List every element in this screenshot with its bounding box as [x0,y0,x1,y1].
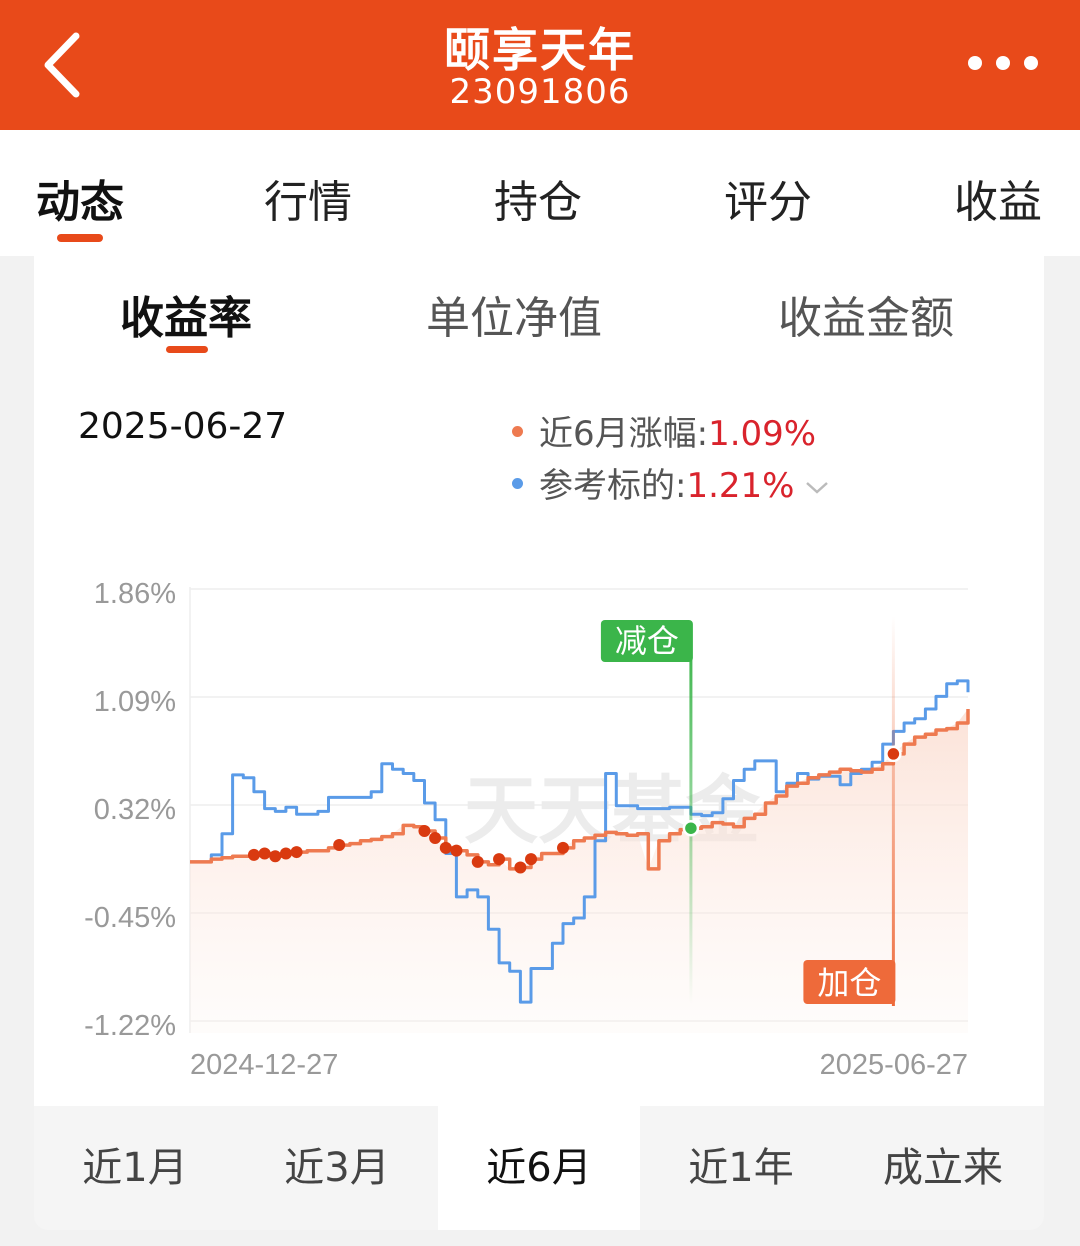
y-tick-label: -1.22% [84,1010,176,1042]
tab-returns[interactable]: 收益 [954,177,1042,228]
y-tick-label: -0.45% [84,902,176,934]
chevron-down-icon[interactable] [804,480,830,496]
subtab-return-rate[interactable]: 收益率 [120,293,252,344]
trade-dot [290,846,303,859]
page-subtitle: 23091806 [449,72,631,112]
x-start-label: 2024-12-27 [190,1049,338,1081]
app-header: 颐享天年 23091806 [0,0,1080,130]
trade-dot [471,855,484,868]
trade-dot [514,861,527,874]
add-marker-label: 加仓 [817,964,881,1002]
y-tick-label: 1.86% [94,578,176,610]
page-title: 颐享天年 [444,23,636,77]
reduce-marker-dot [682,819,700,837]
legend-fund-value: 1.09% [708,414,817,454]
trade-dot [429,832,442,845]
subtab-unit-nav[interactable]: 单位净值 [426,293,602,344]
trade-dot [525,853,538,866]
range-3m[interactable]: 近3月 [284,1145,390,1191]
trade-dot [450,844,463,857]
active-tab-indicator [57,234,103,242]
range-1y[interactable]: 近1年 [688,1145,794,1191]
back-arrow-icon[interactable] [36,30,96,100]
tab-dynamics[interactable]: 动态 [36,177,124,228]
benchmark-dot-icon [512,478,523,489]
legend-fund: 近6月涨幅:1.09% [512,406,816,455]
selected-date: 2025-06-27 [78,406,288,447]
returns-card: 收益率 单位净值 收益金额 2025-06-27 近6月涨幅:1.09% 参考标… [34,256,1044,1106]
range-1m[interactable]: 近1月 [82,1145,188,1191]
legend-fund-label: 近6月涨幅: [539,414,709,454]
tab-rating[interactable]: 评分 [724,177,812,228]
benchmark-line [190,679,970,1004]
y-tick-label: 0.32% [94,794,176,826]
fund-area [190,709,968,1033]
trade-dot [493,853,506,866]
trade-dot [333,839,346,852]
trade-dot [247,848,260,861]
trade-dot [279,847,292,860]
trade-dot [418,825,431,838]
legend-benchmark-value: 1.21% [686,466,795,506]
x-end-label: 2025-06-27 [820,1049,968,1081]
trade-dot [258,847,271,860]
add-marker-badge [803,960,896,1004]
active-subtab-indicator [166,346,208,353]
trade-dot [557,841,570,854]
add-marker-dot [885,745,902,763]
reduce-marker-badge [600,620,693,662]
fund-dot-icon [512,426,523,437]
tab-holdings[interactable]: 持仓 [494,177,582,228]
reduce-marker-label: 减仓 [615,622,679,660]
more-icon[interactable] [966,40,1040,86]
legend-benchmark[interactable]: 参考标的:1.21% [512,458,830,507]
y-tick-label: 1.09% [94,686,176,718]
subtab-return-amount[interactable]: 收益金额 [778,293,954,344]
range-tab-bar: 近1月 近3月 近6月 近1年 成立来 [34,1106,1044,1230]
range-since-inception[interactable]: 成立来 [883,1145,1003,1191]
tab-market[interactable]: 行情 [264,177,352,228]
range-6m[interactable]: 近6月 [438,1106,640,1230]
trade-dot [439,841,452,854]
legend-benchmark-label: 参考标的: [539,466,687,506]
main-tab-bar: 动态 行情 持仓 评分 收益 [0,130,1080,256]
add-marker-line [891,616,895,1006]
trade-dot [269,850,282,863]
